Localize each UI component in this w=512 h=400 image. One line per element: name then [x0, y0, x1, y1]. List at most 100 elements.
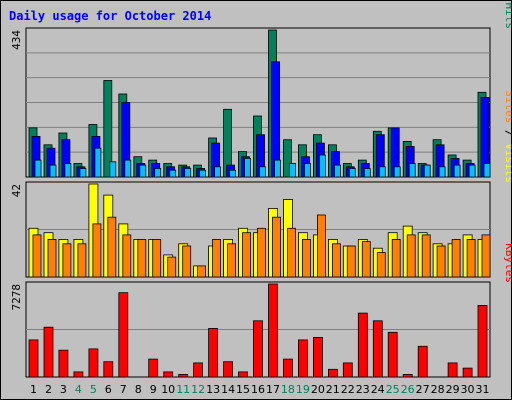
bar-pages: [289, 163, 296, 178]
legend-text: /: [503, 1, 511, 3]
bar-kbytes: [118, 292, 129, 378]
bar-pages: [303, 163, 311, 178]
bar-pages: [333, 164, 341, 178]
bar-pages: [453, 164, 461, 178]
x-tick-label: 3: [60, 383, 67, 396]
bar-pages: [259, 166, 266, 178]
x-tick-label: 20: [311, 383, 325, 396]
x-tick-label: 22: [341, 383, 355, 396]
hits-panel-legend-label: Pages / Files / Hits: [503, 1, 511, 29]
bar-sites: [421, 234, 431, 278]
bar-pages: [64, 163, 72, 178]
bar-hits: [103, 80, 113, 178]
bar-kbytes: [312, 336, 323, 378]
x-tick-label: 5: [90, 383, 97, 396]
bar-sites: [242, 232, 251, 278]
bar-sites: [436, 245, 446, 278]
bar-sites: [391, 238, 401, 278]
bar-sites: [122, 234, 132, 278]
bar-kbytes: [447, 362, 458, 378]
bar-kbytes: [387, 331, 398, 378]
bar-kbytes: [208, 327, 219, 378]
bar-kbytes: [402, 373, 413, 378]
bar-sites: [152, 238, 162, 278]
visits-panel-legend-label: Sites / Visits: [503, 90, 511, 183]
x-tick-label: 11: [176, 383, 190, 396]
bar-kbytes: [163, 371, 174, 378]
bar-kbytes: [372, 320, 383, 378]
x-tick-label: 10: [161, 383, 175, 396]
bar-sites: [466, 238, 476, 278]
bar-kbytes: [327, 368, 338, 378]
x-tick-label: 2: [45, 383, 52, 396]
bar-sites: [182, 245, 192, 278]
bar-kbytes: [58, 349, 69, 378]
x-tick-label: 8: [135, 383, 142, 396]
kbytes-panel-legend-label: KBytes: [503, 243, 511, 283]
bar-sites: [77, 243, 87, 278]
bar-pages: [229, 169, 237, 178]
bar-sites: [212, 238, 222, 278]
legend-text: Sites: [503, 90, 511, 123]
x-tick-label: 17: [266, 383, 280, 396]
bar-kbytes: [462, 367, 473, 378]
bar-kbytes: [103, 361, 114, 378]
bar-pages: [154, 168, 162, 178]
x-tick-label: 24: [371, 383, 385, 396]
bar-sites: [167, 256, 177, 278]
x-tick-label: 31: [476, 383, 490, 396]
bar-sites: [451, 238, 461, 278]
bar-sites: [47, 238, 57, 278]
x-tick-label: 9: [150, 383, 157, 396]
x-tick-label: 18: [281, 383, 295, 396]
legend-text: Visits: [503, 143, 511, 183]
x-tick-label: 14: [221, 383, 235, 396]
bar-kbytes: [417, 345, 428, 378]
bar-pages: [318, 154, 326, 178]
bar-sites: [331, 243, 341, 278]
x-tick-label: 1: [30, 383, 37, 396]
bar-sites: [346, 245, 356, 278]
bar-kbytes: [88, 348, 99, 378]
bar-pages: [483, 163, 491, 178]
bar-sites: [32, 234, 42, 278]
bar-kbytes: [148, 358, 159, 378]
bar-kbytes: [297, 339, 308, 378]
bar-kbytes: [223, 361, 234, 378]
x-tick-label: 26: [401, 383, 415, 396]
bar-kbytes: [28, 339, 39, 378]
bar-pages: [423, 164, 431, 178]
bar-pages: [468, 164, 476, 178]
bar-pages: [49, 164, 57, 178]
bar-sites: [406, 234, 416, 278]
bar-pages: [214, 166, 222, 178]
bar-pages: [94, 147, 102, 178]
bar-sites: [137, 238, 147, 278]
x-tick-label: 23: [356, 383, 370, 396]
bar-pages: [408, 163, 416, 178]
legend-text: KBytes: [503, 243, 511, 283]
bar-kbytes: [477, 304, 488, 378]
bar-pages: [378, 166, 386, 178]
x-tick-label: 19: [296, 383, 310, 396]
bar-sites: [301, 238, 311, 278]
bar-sites: [272, 216, 281, 278]
bar-pages: [274, 159, 281, 178]
bar-pages: [244, 157, 251, 178]
bar-pages: [169, 169, 177, 178]
bar-kbytes: [73, 371, 84, 378]
x-tick-label: 13: [206, 383, 220, 396]
x-tick-label: 16: [251, 383, 265, 396]
bar-pages: [363, 168, 371, 178]
x-tick-label: 29: [446, 383, 460, 396]
x-tick-label: 12: [191, 383, 205, 396]
bar-sites: [361, 241, 371, 278]
bar-pages: [438, 166, 446, 178]
x-tick-label: 6: [105, 383, 112, 396]
kbytes-panel-max-label: 7278: [10, 284, 23, 311]
bar-kbytes: [283, 358, 293, 378]
bar-sites: [107, 216, 117, 278]
bar-kbytes: [357, 312, 368, 378]
